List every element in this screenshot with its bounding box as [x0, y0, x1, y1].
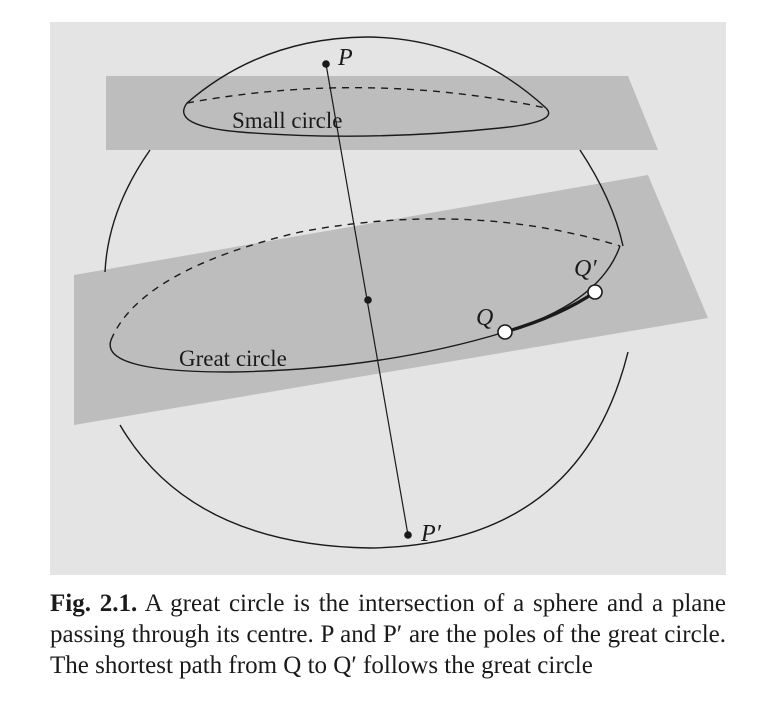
point-q-label: Q — [476, 305, 493, 331]
sphere-outline-middle — [104, 149, 151, 273]
caption-text: A great circle is the intersection of a … — [50, 590, 726, 679]
shortest-path-q-to-q-prime — [504, 290, 596, 334]
sphere-centre-point — [364, 296, 372, 304]
great-circle-plane — [74, 175, 708, 425]
point-q — [497, 324, 513, 340]
small-circle-back — [186, 86, 547, 109]
great-circle-front — [109, 245, 621, 373]
sphere-outline-lower — [119, 351, 629, 549]
pole-p-point — [322, 60, 330, 68]
point-q-prime-label: Q′ — [574, 256, 597, 282]
small-circle-plane — [106, 76, 658, 150]
pole-p-prime-label: P′ — [420, 521, 442, 547]
small-circle-front — [182, 102, 550, 137]
point-q-prime — [587, 284, 603, 300]
figure-number: Fig. 2.1. — [50, 590, 138, 617]
sphere-diagram: P P′ Small circle Great circle Q Q′ — [74, 36, 708, 549]
sphere-cap — [186, 36, 547, 109]
pole-p-label: P — [337, 45, 353, 71]
sphere-outline-middle-right — [579, 149, 624, 247]
small-circle-label: Small circle — [232, 108, 343, 133]
great-circle-label: Great circle — [179, 346, 287, 371]
great-circle-back — [110, 218, 621, 341]
pole-p-prime-point — [404, 531, 412, 539]
figure-caption: Fig. 2.1. A great circle is the intersec… — [50, 588, 726, 681]
